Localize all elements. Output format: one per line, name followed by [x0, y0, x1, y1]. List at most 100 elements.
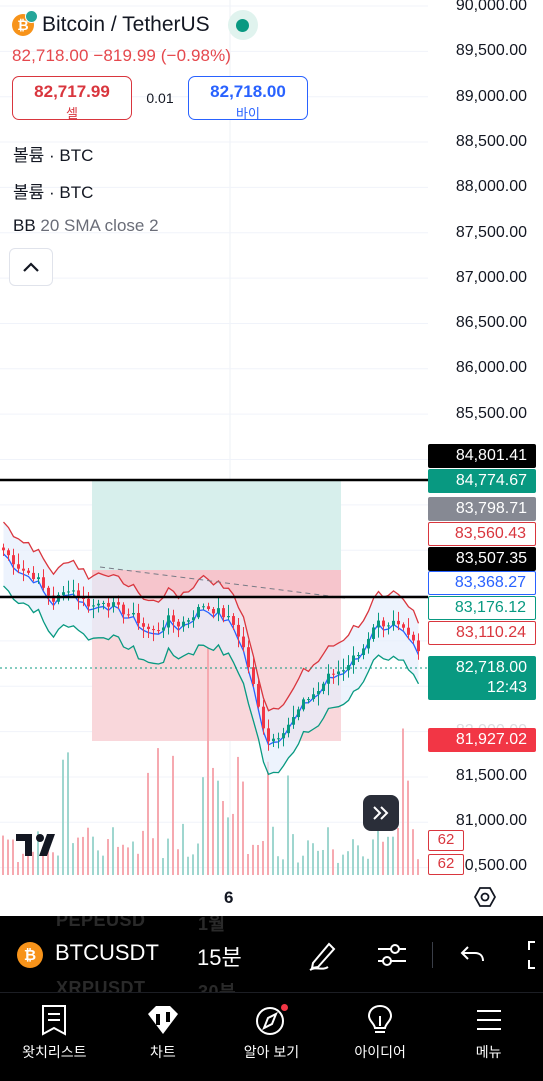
candle-body	[162, 627, 165, 631]
nav-explore[interactable]: 알아 보기	[217, 993, 326, 1081]
undo-icon[interactable]	[458, 941, 488, 969]
volume-bar	[27, 841, 29, 875]
buy-button[interactable]: 82,718.00 바이	[188, 76, 308, 121]
lightbulb-icon	[368, 1004, 393, 1033]
volume-bar	[177, 849, 179, 875]
candle-body	[282, 733, 285, 739]
candle-body	[197, 606, 200, 618]
candle-body	[312, 694, 315, 700]
candle-body	[407, 627, 410, 635]
nav-label: 아이디어	[354, 1044, 406, 1060]
nav-menu[interactable]: 메뉴	[434, 993, 543, 1081]
collapse-indicators-button[interactable]	[9, 248, 53, 286]
volume-bar	[372, 839, 374, 875]
candle-body	[327, 673, 330, 684]
volume-bar	[387, 836, 389, 875]
volume-bar	[92, 836, 94, 875]
bb-indicator[interactable]: BB 20 SMA close 2	[13, 216, 159, 236]
ghost-timeframe-1: 1월	[198, 916, 226, 934]
volume-indicator-1[interactable]: 볼륨 · BTC	[13, 146, 94, 165]
time-axis-label: 6	[224, 888, 234, 907]
volume-bar	[312, 843, 314, 875]
candle-body	[412, 634, 415, 641]
candle-body	[172, 615, 175, 622]
volume-bar	[87, 827, 89, 875]
price-tag-target[interactable]: 84,774.67	[428, 469, 536, 493]
volume-bar	[72, 843, 74, 875]
candle-body	[72, 590, 75, 592]
price-tag-bb-upper: 83,560.43	[428, 522, 536, 546]
chart-toolbar: PEPEUSD 1월 XRPUSDT 30분	[0, 916, 543, 992]
drawing-tools-icon[interactable]	[306, 938, 340, 972]
price-tag-gray: 83,798.71	[428, 497, 536, 521]
volume-tag-2: 62	[428, 854, 464, 875]
price-chart[interactable]	[0, 0, 543, 880]
price-tag-bb-lower: 83,176.12	[428, 596, 536, 620]
candle-body	[252, 667, 255, 684]
sell-button[interactable]: 82,717.99 셀	[12, 76, 132, 121]
candle-body	[387, 625, 390, 627]
volume-bar	[12, 839, 14, 875]
candle-body	[147, 626, 150, 630]
price-change: 82,718.00 −819.99 (−0.98%)	[12, 46, 232, 65]
timeframe-selector[interactable]: 15분	[197, 945, 242, 970]
candle-body	[227, 616, 230, 618]
chart-settings-icon[interactable]	[474, 886, 496, 908]
nav-watchlist[interactable]: 왓치리스트	[0, 993, 109, 1081]
volume-bar	[317, 850, 319, 875]
volume-bar	[252, 844, 254, 875]
volume-bar	[102, 855, 104, 875]
symbol-title[interactable]: Bitcoin / TetherUS	[42, 13, 210, 36]
candle-body	[232, 616, 235, 625]
nav-label: 메뉴	[475, 1044, 502, 1060]
bitcoin-icon: ₿	[12, 10, 38, 36]
nav-label: 왓치리스트	[22, 1044, 87, 1060]
bb-params: 20 SMA close 2	[40, 216, 159, 235]
volume-bar	[17, 862, 19, 875]
candle-body	[242, 636, 245, 648]
volume-bar	[402, 728, 404, 875]
notification-badge	[281, 1004, 289, 1011]
volume-bar	[257, 844, 259, 875]
volume-bar	[32, 851, 34, 875]
volume-bar	[22, 853, 24, 875]
symbol-selector[interactable]: BTCUSDT	[55, 940, 159, 965]
nav-chart[interactable]: 차트	[109, 993, 218, 1081]
candle-body	[67, 591, 70, 593]
candle-body	[152, 629, 155, 631]
axis-label: 87,000.00	[455, 269, 527, 286]
volume-bar	[42, 846, 44, 875]
volume-bar	[157, 748, 159, 875]
volume-bar	[82, 836, 84, 875]
volume-bar	[332, 849, 334, 875]
toolbar-divider	[432, 942, 433, 968]
candle-body	[182, 621, 185, 627]
volume-bar	[192, 854, 194, 875]
price-tag-stop[interactable]: 81,927.02	[428, 728, 536, 752]
volume-bar	[172, 755, 174, 875]
candle-body	[402, 624, 405, 628]
candle-body	[337, 671, 340, 675]
price-tag-line-upper[interactable]: 84,801.41	[428, 444, 536, 468]
candle-body	[342, 670, 345, 672]
indicators-sliders-icon[interactable]	[375, 938, 409, 972]
candle-body	[2, 547, 5, 551]
volume-bar	[412, 829, 414, 875]
candle-body	[17, 564, 20, 569]
fullscreen-icon[interactable]	[525, 940, 543, 970]
candle-body	[317, 691, 320, 695]
volume-bar	[77, 837, 79, 875]
volume-indicator-2[interactable]: 볼륨 · BTC	[13, 183, 94, 202]
volume-bar	[277, 856, 279, 875]
bitcoin-icon: ₿	[17, 942, 43, 968]
price-tag-line-lower[interactable]: 83,507.35	[428, 547, 536, 571]
nav-label: 알아 보기	[243, 1044, 300, 1060]
volume-bar	[262, 841, 264, 875]
nav-ideas[interactable]: 아이디어	[326, 993, 435, 1081]
axis-label: 85,500.00	[455, 405, 527, 422]
scroll-to-realtime-button[interactable]	[363, 795, 399, 831]
candle-body	[27, 570, 30, 573]
axis-label: 88,000.00	[455, 178, 527, 195]
sell-price: 82,717.99	[34, 82, 110, 101]
market-open-icon[interactable]	[227, 10, 258, 40]
